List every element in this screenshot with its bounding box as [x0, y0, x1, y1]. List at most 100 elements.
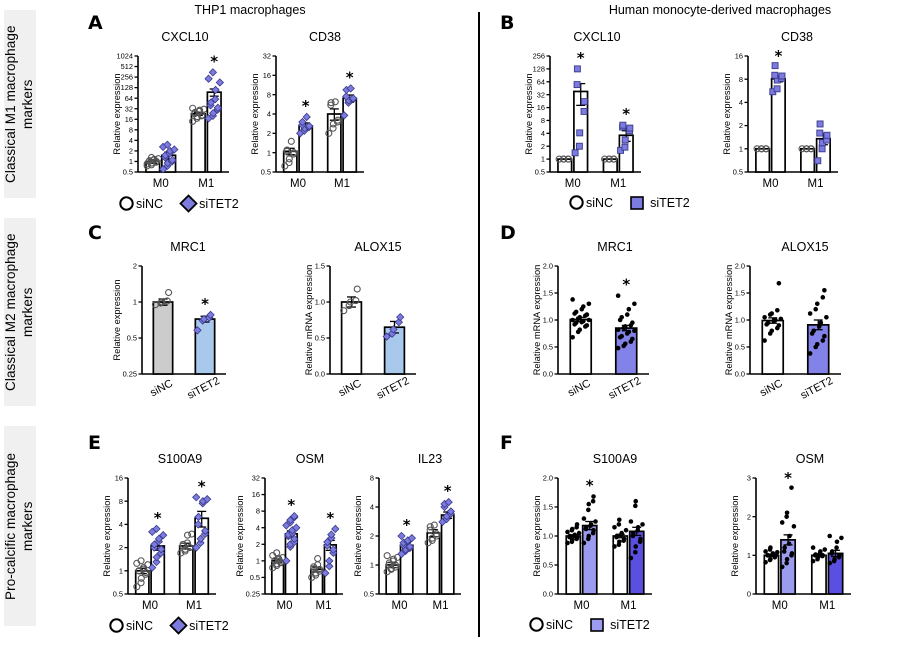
- circle-open-icon: [529, 617, 544, 632]
- panel-letter-d: D: [500, 222, 516, 244]
- significance-star: *: [774, 47, 782, 65]
- svg-text:M0: M0: [392, 600, 408, 612]
- svg-text:4: 4: [256, 523, 260, 532]
- svg-text:8: 8: [256, 507, 260, 516]
- svg-text:2: 2: [119, 543, 123, 552]
- svg-text:8: 8: [267, 90, 271, 99]
- plot-title-e-s100a9: S100A9: [157, 452, 203, 466]
- svg-text:Relative mRNA expression: Relative mRNA expression: [724, 265, 734, 376]
- svg-text:2.0: 2.0: [543, 474, 553, 483]
- row-label-procalcific-text: Pro-calcific macrophage markers: [3, 452, 35, 600]
- svg-text:16: 16: [115, 474, 123, 483]
- svg-text:M0: M0: [142, 600, 158, 612]
- panel-letter-a: A: [88, 12, 103, 34]
- legend-panel-b: siNC siTET2: [568, 194, 702, 211]
- svg-text:M0: M0: [277, 600, 293, 612]
- svg-text:1: 1: [541, 155, 545, 164]
- svg-text:M0: M0: [153, 178, 169, 190]
- significance-star: *: [287, 496, 295, 514]
- svg-text:siTET2: siTET2: [375, 375, 411, 402]
- svg-text:M1: M1: [433, 600, 449, 612]
- svg-text:1: 1: [256, 556, 260, 565]
- svg-text:siTET2: siTET2: [185, 375, 221, 402]
- svg-text:siTET2: siTET2: [799, 375, 835, 402]
- legend-panel-a: siNC siTET2: [118, 194, 251, 213]
- chart-c-mrc1: 0.25 0.5 1 2 Relative expression siNC siTET2 *: [112, 254, 230, 414]
- plot-title-f-s100a9: S100A9: [592, 452, 638, 466]
- svg-text:128: 128: [121, 83, 133, 92]
- row-label-m1-text: Classical M1 macrophage markers: [3, 25, 35, 183]
- svg-text:4: 4: [370, 503, 374, 512]
- svg-text:0.5: 0.5: [535, 168, 545, 177]
- svg-text:4: 4: [267, 110, 271, 119]
- chart-f-osm: 0 1 2 3 Relative expression M0 M1 *: [730, 466, 855, 616]
- svg-text:M1: M1: [808, 178, 824, 190]
- chart-d-alox15: 0.0 0.5 1.0 1.5 2.0 Relative mRNA expression s…: [720, 254, 845, 414]
- svg-text:M0: M0: [763, 178, 779, 190]
- svg-text:siNC: siNC: [566, 377, 593, 399]
- svg-text:16: 16: [263, 71, 271, 80]
- significance-star: *: [622, 276, 630, 294]
- legend-sinc-e-label: siNC: [126, 618, 154, 633]
- svg-text:4: 4: [119, 520, 123, 529]
- significance-star: *: [198, 477, 206, 495]
- svg-text:2: 2: [133, 262, 137, 271]
- svg-text:0.5: 0.5: [543, 343, 553, 352]
- svg-text:4: 4: [541, 129, 545, 138]
- chart-b-cxcl10: 0.5 1 2 4 8 16 32 64 128 256 Relative expression M0…: [520, 44, 645, 194]
- plot-title-b-cd38: CD38: [781, 30, 813, 44]
- plot-title-f-osm: OSM: [795, 452, 825, 466]
- svg-text:16: 16: [125, 115, 133, 124]
- legend-sinc-a-label: siNC: [136, 196, 164, 211]
- svg-text:Relative expression: Relative expression: [730, 495, 740, 576]
- significance-star: *: [210, 52, 218, 70]
- plot-title-d-mrc1: MRC1: [597, 240, 633, 254]
- svg-text:Relative expression: Relative expression: [112, 279, 122, 360]
- chart-a-cd38: 0.5 1 2 4 8 16 32 Relative expression M0 M1 * *: [250, 44, 368, 194]
- svg-text:3: 3: [747, 474, 751, 483]
- svg-text:M0: M0: [565, 178, 581, 190]
- plot-title-b-cxcl10: CXCL10: [573, 30, 621, 44]
- significance-star: *: [326, 509, 334, 527]
- chart-c-alox15: 0.0 0.5 1.0 1.5 Relative mRNA expression siNC…: [300, 254, 420, 414]
- svg-text:0.5: 0.5: [364, 590, 374, 599]
- square-filled-icon: [630, 195, 644, 210]
- legend-sitet2-f: siTET2: [589, 617, 650, 633]
- svg-text:2: 2: [256, 540, 260, 549]
- significance-star: *: [346, 68, 354, 86]
- row-label-m2: Classical M2 macrophage markers: [3, 218, 36, 406]
- legend-sitet2-e: siTET2: [169, 616, 229, 635]
- svg-text:1.5: 1.5: [543, 289, 553, 298]
- row-label-procalcific: Pro-calcific macrophage markers: [3, 426, 36, 626]
- column-title-hmdm: Human monocyte-derived macrophages: [608, 3, 832, 17]
- svg-text:8: 8: [739, 75, 743, 84]
- svg-text:M1: M1: [334, 178, 350, 190]
- svg-text:2: 2: [739, 121, 743, 130]
- svg-text:1: 1: [370, 561, 374, 570]
- svg-text:1: 1: [129, 157, 133, 166]
- legend-sitet2-a: siTET2: [179, 194, 239, 213]
- chart-svg: 0.5 1 2 4 8 Relative expression M0 M1 * *: [353, 474, 461, 612]
- svg-text:2: 2: [541, 142, 545, 151]
- chart-d-mrc1: 0.0 0.5 1.0 1.5 2.0 Relative mRNA expression s…: [528, 254, 653, 414]
- legend-sitet2-f-label: siTET2: [610, 617, 650, 632]
- chart-svg: 0.25 0.5 1 2 Relative expression siNC siTET2 *: [112, 262, 226, 402]
- chart-svg: 0.5 1 2 4 8 16 Relative expression M0 M1 *: [722, 47, 838, 190]
- significance-star: *: [154, 509, 162, 527]
- svg-text:0.0: 0.0: [543, 590, 553, 599]
- svg-text:Relative expression: Relative expression: [722, 73, 732, 154]
- svg-text:2: 2: [747, 512, 751, 521]
- legend-sinc-e: siNC: [108, 617, 153, 634]
- significance-star: *: [302, 97, 310, 115]
- svg-text:16: 16: [537, 103, 545, 112]
- legend-sinc-b: siNC: [568, 194, 613, 211]
- svg-text:Relative expression: Relative expression: [524, 73, 534, 154]
- svg-text:2.0: 2.0: [543, 262, 553, 271]
- svg-text:0.25: 0.25: [123, 370, 137, 379]
- legend-sitet2-b: siTET2: [629, 195, 690, 211]
- svg-text:8: 8: [129, 125, 133, 134]
